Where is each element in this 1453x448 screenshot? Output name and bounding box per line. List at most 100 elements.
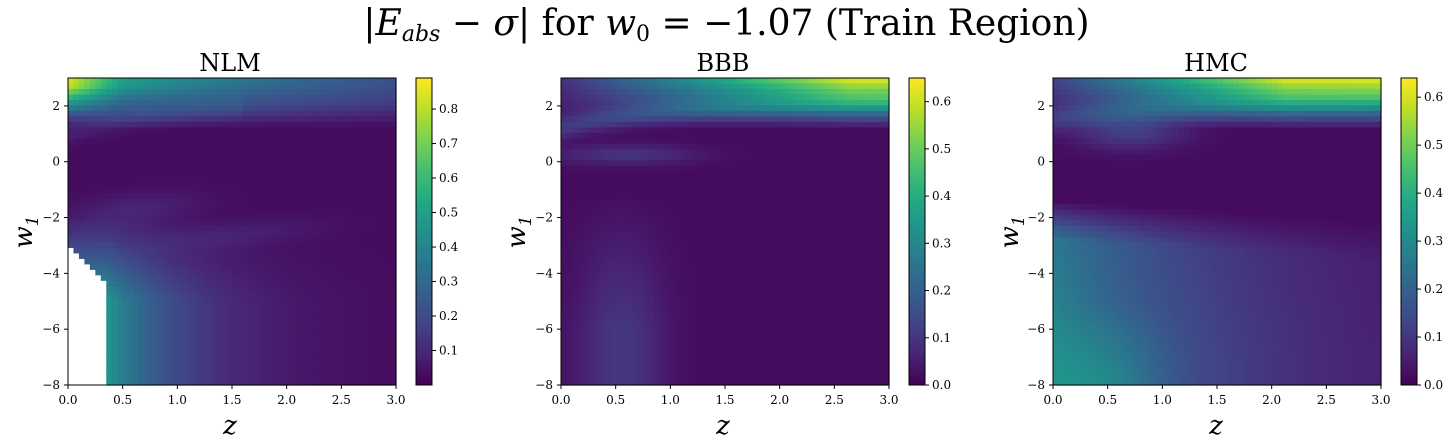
heatmap-cell	[632, 346, 639, 353]
heatmap-cell	[275, 258, 282, 265]
heatmap-cell	[111, 204, 118, 211]
heatmap-cell	[275, 110, 282, 117]
heatmap-cell	[303, 220, 310, 227]
heatmap-cell	[341, 330, 348, 337]
heatmap-cell	[648, 143, 655, 150]
heatmap-cell	[308, 193, 315, 200]
heatmap-cell	[275, 335, 282, 342]
heatmap-cell	[106, 264, 113, 271]
heatmap-cell	[193, 346, 200, 353]
heatmap-cell	[253, 116, 260, 123]
heatmap-cell	[128, 165, 135, 172]
heatmap-cell	[100, 187, 107, 194]
heatmap-cell	[100, 341, 107, 348]
heatmap-cell	[643, 236, 650, 244]
heatmap-cell	[561, 165, 568, 172]
heatmap-cell	[582, 231, 589, 238]
heatmap-cell	[588, 308, 595, 315]
heatmap-cell	[390, 341, 397, 348]
heatmap-cell	[73, 231, 80, 238]
heatmap-cell	[144, 149, 151, 156]
heatmap-cell	[352, 363, 359, 370]
heatmap-cell	[593, 308, 600, 315]
heatmap-cell	[259, 247, 266, 255]
heatmap-cell	[626, 275, 633, 282]
heatmap-cell	[204, 226, 211, 233]
heatmap-cell	[643, 198, 650, 205]
heatmap-cell	[210, 116, 217, 123]
heatmap-cell	[150, 149, 157, 156]
heatmap-cell	[648, 132, 655, 139]
heatmap-cell	[177, 138, 184, 145]
heatmap-cell	[626, 160, 633, 167]
heatmap-cell	[253, 83, 260, 90]
heatmap-cell	[675, 363, 682, 370]
heatmap-cell	[577, 302, 584, 309]
heatmap-cell	[303, 352, 310, 359]
heatmap-cell	[385, 105, 392, 112]
heatmap-cell	[714, 138, 721, 145]
heatmap-cell	[653, 231, 660, 238]
heatmap-cell	[259, 357, 266, 364]
heatmap-cell	[664, 302, 671, 309]
heatmap-cell	[615, 160, 622, 167]
heatmap-cell	[390, 182, 397, 189]
heatmap-cell	[637, 363, 644, 370]
heatmap-cell	[703, 352, 710, 359]
heatmap-cell	[73, 226, 80, 233]
heatmap-cell	[610, 198, 617, 205]
heatmap-cell	[308, 368, 315, 375]
heatmap-cell	[199, 297, 206, 304]
heatmap-cell	[670, 154, 677, 161]
heatmap-cell	[686, 269, 693, 276]
heatmap-cell	[237, 291, 244, 298]
heatmap-cell	[89, 352, 96, 359]
heatmap-cell	[237, 78, 244, 85]
heatmap-cell	[248, 88, 255, 96]
heatmap-cell	[122, 264, 129, 271]
heatmap-cell	[111, 127, 118, 134]
heatmap-cell	[363, 324, 370, 331]
heatmap-cell	[621, 127, 628, 134]
heatmap-cell	[248, 78, 255, 85]
heatmap-cell	[308, 253, 315, 260]
heatmap-cell	[648, 226, 655, 233]
heatmap-cell	[588, 258, 595, 265]
heatmap-cell	[308, 204, 315, 211]
heatmap-cell	[593, 171, 600, 178]
heatmap-cell	[675, 116, 682, 123]
heatmap-cell	[385, 258, 392, 265]
heatmap-cell	[253, 341, 260, 348]
heatmap-cell	[561, 352, 568, 359]
heatmap-cell	[139, 269, 146, 276]
heatmap-cell	[133, 132, 140, 139]
heatmap-cell	[571, 165, 578, 172]
heatmap-cell	[133, 335, 140, 342]
heatmap-cell	[221, 83, 228, 90]
heatmap-cell	[615, 286, 622, 293]
heatmap-cell	[324, 209, 331, 216]
heatmap-cell	[692, 171, 699, 178]
heatmap-cell	[253, 286, 260, 293]
heatmap-cell	[632, 182, 639, 189]
heatmap-cell	[599, 291, 606, 298]
heatmap-cell	[160, 291, 167, 298]
heatmap-cell	[330, 193, 337, 200]
heatmap-cell	[588, 220, 595, 227]
heatmap-cell	[561, 236, 568, 244]
heatmap-cell	[648, 182, 655, 189]
heatmap-cell	[571, 253, 578, 260]
heatmap-cell	[155, 253, 162, 260]
heatmap-cell	[703, 275, 710, 282]
heatmap-cell	[626, 94, 633, 101]
heatmap-cell	[275, 368, 282, 375]
heatmap-cell	[385, 220, 392, 227]
heatmap-cell	[73, 105, 80, 112]
heatmap-cell	[215, 116, 222, 123]
heatmap-cell	[144, 363, 151, 370]
heatmap-cell	[139, 171, 146, 178]
heatmap-cell	[571, 187, 578, 194]
heatmap-cell	[599, 127, 606, 134]
heatmap-cell	[237, 313, 244, 320]
heatmap-cell	[379, 176, 386, 183]
